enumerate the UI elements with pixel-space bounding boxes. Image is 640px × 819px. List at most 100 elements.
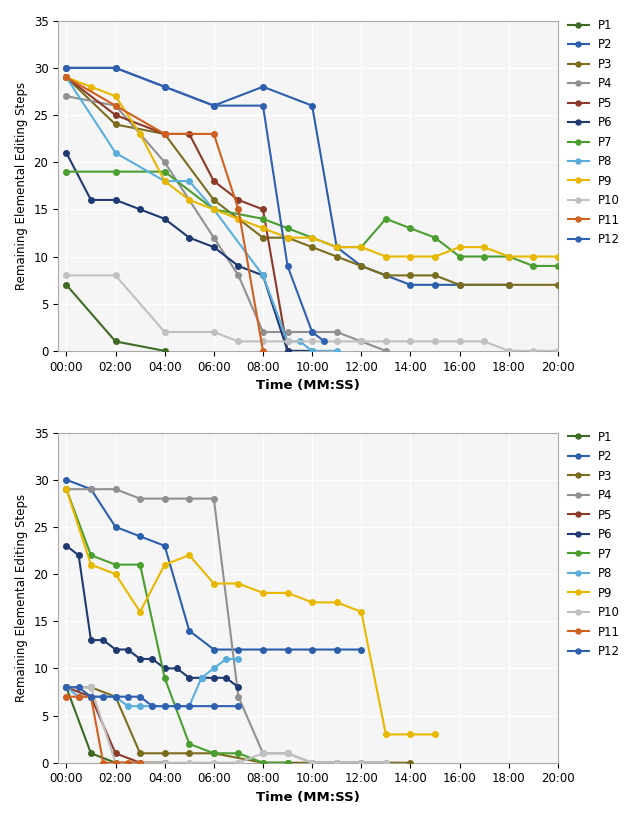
P10 (234, 758, 242, 767)
P6 (75, 550, 83, 560)
P7 (259, 214, 267, 224)
P7 (87, 550, 95, 560)
P11 (124, 758, 132, 767)
P3 (259, 233, 267, 242)
P10 (382, 337, 390, 346)
P9 (357, 607, 365, 617)
X-axis label: Time (MM:SS): Time (MM:SS) (256, 379, 360, 392)
P7 (406, 224, 414, 233)
P10 (259, 749, 267, 758)
P3 (628, 280, 636, 290)
P12 (234, 701, 242, 711)
P4 (284, 327, 291, 337)
Line: P12: P12 (63, 66, 327, 344)
P12 (63, 63, 70, 73)
Legend: P1, P2, P3, P4, P5, P6, P7, P8, P9, P10, P11, P12: P1, P2, P3, P4, P5, P6, P7, P8, P9, P10,… (563, 426, 625, 663)
P10 (308, 758, 316, 767)
P9 (333, 597, 340, 607)
P12 (321, 337, 328, 346)
P2 (505, 280, 513, 290)
P3 (308, 758, 316, 767)
P3 (284, 233, 291, 242)
P11 (87, 692, 95, 702)
P5 (186, 129, 193, 139)
P2 (382, 270, 390, 280)
P12 (99, 692, 107, 702)
P7 (63, 484, 70, 494)
P10 (87, 682, 95, 692)
P7 (234, 749, 242, 758)
P2 (308, 101, 316, 111)
P1 (63, 682, 70, 692)
P12 (210, 701, 218, 711)
P11 (136, 758, 144, 767)
P12 (186, 701, 193, 711)
P9 (259, 588, 267, 598)
Line: P12: P12 (63, 685, 241, 709)
P12 (259, 101, 267, 111)
P4 (308, 758, 316, 767)
Line: P6: P6 (63, 543, 241, 690)
P9 (406, 251, 414, 261)
P1 (161, 758, 168, 767)
P2 (161, 82, 168, 92)
P7 (382, 214, 390, 224)
P7 (259, 758, 267, 767)
P3 (357, 261, 365, 271)
P12 (161, 82, 168, 92)
P10 (63, 270, 70, 280)
P9 (456, 242, 463, 252)
P9 (308, 233, 316, 242)
P11 (234, 205, 242, 215)
P4 (161, 157, 168, 167)
P6 (111, 195, 119, 205)
P3 (210, 195, 218, 205)
P8 (186, 176, 193, 186)
Y-axis label: Remaining Elemental Editing Steps: Remaining Elemental Editing Steps (15, 82, 28, 290)
P2 (111, 63, 119, 73)
P10 (284, 749, 291, 758)
P6 (136, 654, 144, 664)
P8 (234, 654, 242, 664)
P4 (186, 494, 193, 504)
P9 (210, 205, 218, 215)
P3 (382, 270, 390, 280)
P7 (186, 739, 193, 749)
P10 (628, 346, 636, 355)
P2 (308, 645, 316, 654)
P9 (161, 176, 168, 186)
P10 (529, 346, 537, 355)
P1 (87, 749, 95, 758)
P12 (284, 261, 291, 271)
P3 (63, 682, 70, 692)
P3 (161, 749, 168, 758)
P2 (186, 626, 193, 636)
P8 (308, 346, 316, 355)
P10 (382, 758, 390, 767)
Line: P2: P2 (63, 66, 511, 287)
P8 (210, 663, 218, 673)
P9 (382, 730, 390, 740)
P8 (173, 701, 180, 711)
P1 (111, 337, 119, 346)
P7 (529, 261, 537, 271)
P12 (124, 692, 132, 702)
P2 (63, 475, 70, 485)
P7 (111, 167, 119, 177)
P10 (111, 758, 119, 767)
P8 (63, 682, 70, 692)
P6 (111, 645, 119, 654)
P10 (456, 337, 463, 346)
P1 (63, 280, 70, 290)
P7 (210, 205, 218, 215)
P10 (505, 346, 513, 355)
P3 (186, 749, 193, 758)
P7 (505, 251, 513, 261)
P6 (99, 636, 107, 645)
P5 (284, 346, 291, 355)
P6 (63, 541, 70, 550)
P9 (161, 559, 168, 569)
P2 (357, 645, 365, 654)
P10 (161, 327, 168, 337)
P12 (173, 701, 180, 711)
